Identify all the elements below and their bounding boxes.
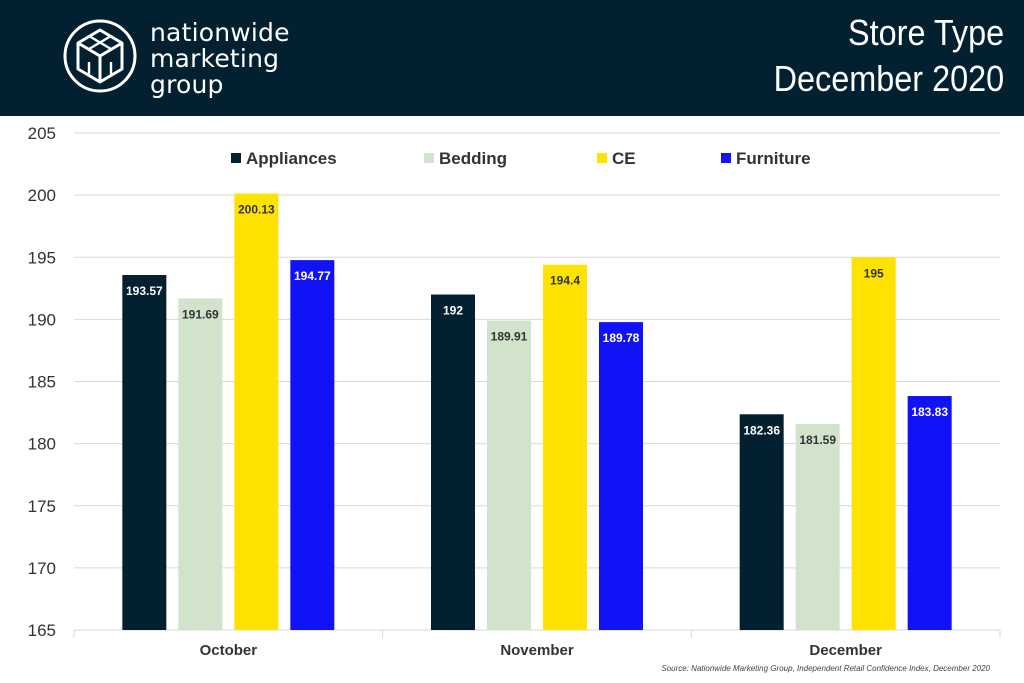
legend-swatch	[231, 153, 241, 163]
bar-chart: 205 200 195 190 185 180 175 170 165 193.57 191.69 2…	[28, 124, 1001, 659]
bar	[178, 298, 223, 630]
bar	[487, 320, 531, 630]
bar-value-label: 192	[443, 304, 463, 318]
y-tick-label: 190	[28, 310, 56, 329]
y-tick-label: 195	[28, 248, 56, 267]
bar-value-label: 194.77	[294, 269, 331, 283]
bar	[122, 275, 167, 630]
y-tick-label: 175	[28, 497, 56, 516]
bar	[795, 423, 840, 630]
legend-swatch	[424, 153, 434, 163]
header-banner: nationwide marketing group Store Type De…	[0, 0, 1024, 116]
title-line-2: December 2020	[773, 58, 1004, 99]
brand-line-1: nationwide	[150, 18, 290, 47]
bar-value-label: 183.83	[911, 405, 948, 419]
y-tick-label: 185	[28, 373, 56, 392]
bar-value-label: 189.91	[491, 329, 528, 343]
page-title: Store Type December 2020	[773, 10, 1004, 102]
legend-label: CE	[612, 149, 636, 168]
bar	[851, 257, 896, 630]
y-tick-label: 205	[28, 124, 56, 143]
bar-value-label: 195	[864, 266, 884, 280]
bar	[739, 414, 784, 630]
legend-label: Furniture	[736, 149, 811, 168]
brand-line-2: marketing	[150, 44, 280, 73]
bar	[907, 396, 952, 630]
y-tick-label: 170	[28, 559, 56, 578]
y-tick-label: 200	[28, 186, 56, 205]
y-tick-label: 180	[28, 435, 56, 454]
legend-label: Appliances	[246, 149, 337, 168]
bar-value-label: 182.36	[743, 423, 780, 437]
bar-value-label: 181.59	[799, 433, 836, 447]
x-category-label: December	[809, 642, 882, 659]
bar-value-label: 189.78	[603, 331, 640, 345]
bar	[234, 193, 279, 630]
x-category-label: October	[200, 642, 258, 659]
bar-value-label: 200.13	[238, 203, 275, 217]
x-category-label: November	[500, 642, 574, 659]
nationwide-logo-icon	[63, 19, 137, 93]
legend-label: Bedding	[439, 149, 507, 168]
title-line-1: Store Type	[847, 12, 1004, 53]
legend-swatch	[597, 153, 607, 163]
source-note: Source: Nationwide Marketing Group, Inde…	[661, 664, 990, 673]
legend-swatch	[721, 153, 731, 163]
brand-line-3: group	[150, 70, 224, 99]
bar-value-label: 193.57	[126, 284, 163, 298]
bar	[290, 260, 335, 630]
y-tick-label: 165	[28, 621, 56, 640]
bar	[599, 322, 643, 630]
bar	[543, 264, 587, 630]
bar	[431, 294, 475, 630]
brand-name: nationwide marketing group	[150, 20, 290, 98]
bar-value-label: 191.69	[182, 307, 219, 321]
bar-value-label: 194.4	[550, 274, 580, 288]
